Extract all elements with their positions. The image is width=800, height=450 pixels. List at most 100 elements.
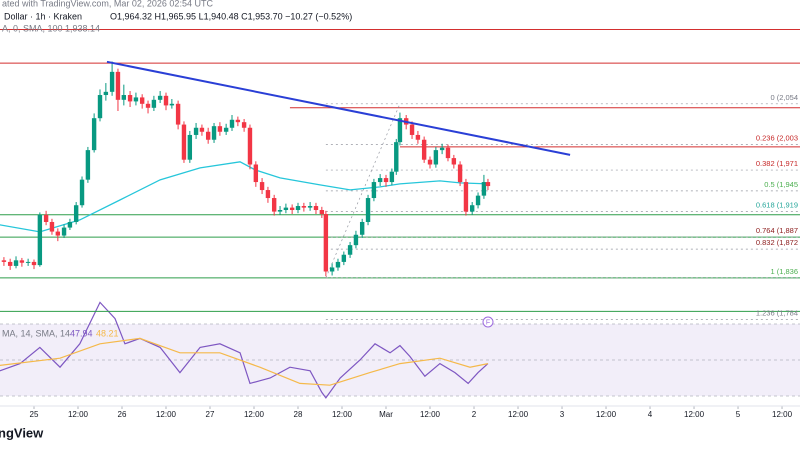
candle-body [397, 118, 403, 143]
candle-body [199, 127, 205, 132]
x-tick-label: 12:00 [772, 410, 793, 419]
candle-body [79, 179, 85, 206]
candle-body [205, 131, 211, 140]
candle-body [323, 214, 329, 272]
x-tick-label: 12:00 [244, 410, 265, 419]
candle-body [329, 267, 335, 272]
candle-body [353, 234, 359, 246]
candle-body [139, 97, 145, 104]
x-tick-label: 4 [648, 410, 653, 419]
candle-body [193, 127, 199, 135]
x-tick-label: 12:00 [420, 410, 441, 419]
candle-body [394, 142, 399, 172]
candle-body [37, 214, 43, 266]
candle-body [133, 97, 139, 102]
rsi-value: 47.94 [70, 328, 93, 338]
fib-label: 0.236 (2,003 [756, 134, 798, 143]
rsi-sma-value: 48.21 [96, 328, 119, 338]
x-tick-label: 12:00 [68, 410, 89, 419]
rsi-legend: MA, 14, SMA, 14 [2, 328, 70, 338]
candle-body [313, 206, 319, 211]
x-axis: 25 12:00 26 12:00 27 12:00 28 12:00 Mar 12:00 2 12:… [30, 406, 793, 419]
candle-body [485, 182, 491, 187]
x-tick-label: 2 [472, 410, 477, 419]
candle-body [445, 147, 451, 159]
x-tick-label: 25 [30, 410, 39, 419]
x-tick-label: 5 [736, 410, 741, 419]
ma-legend: A, 0, SMA, 100 1,938.14 [2, 23, 100, 33]
candle-body [475, 195, 481, 206]
candle-body [181, 124, 187, 160]
candle-body [169, 103, 175, 106]
x-tick-label: Mar [379, 410, 393, 419]
candle-body [335, 261, 341, 268]
watermark: ngView [0, 425, 44, 440]
candle-body [175, 103, 181, 125]
x-tick-label: 12:00 [332, 410, 353, 419]
x-tick-label: 27 [206, 410, 215, 419]
flag-letter: F [486, 319, 490, 326]
candle-body [347, 245, 353, 255]
candle-body [409, 124, 415, 135]
candle-body [469, 205, 475, 212]
candle-body [97, 95, 103, 119]
candle-body [49, 221, 55, 232]
candle-body [241, 122, 247, 128]
candle-body [211, 126, 217, 140]
fib-label: 0 (2,054 [770, 93, 798, 102]
candle-body [145, 103, 151, 108]
candle-body [271, 198, 277, 212]
candle-body [7, 261, 13, 266]
candle-body [371, 182, 377, 199]
candle-body [359, 221, 365, 235]
candle-body [341, 254, 347, 262]
fib-label: 0.5 (1,945 [764, 180, 798, 189]
candle-body [73, 205, 79, 222]
fib-label: 0.618 (1,919 [756, 201, 798, 210]
candle-body [67, 221, 73, 228]
candle-body [277, 210, 283, 212]
candle-body [247, 127, 253, 165]
candle-body [43, 214, 49, 222]
fib-diagonal [325, 103, 401, 279]
candle-body [253, 164, 259, 183]
candle-body [19, 260, 25, 263]
candle-body [307, 206, 313, 208]
candle-body [481, 182, 487, 196]
candle-body [217, 126, 223, 132]
candle-body [457, 164, 463, 183]
candle-body [121, 95, 127, 100]
candle-body [439, 147, 445, 151]
candle-body [235, 119, 241, 123]
candle-body [427, 159, 433, 165]
rsi-line [0, 301, 489, 399]
candle-body [383, 178, 389, 183]
candle-body [229, 119, 235, 128]
x-tick-label: 12:00 [596, 410, 617, 419]
candle-body [85, 150, 91, 180]
fib-label: 0.832 (1,872 [756, 238, 798, 247]
candle-body [13, 260, 19, 266]
candle-body [1, 260, 7, 262]
candle-body [31, 261, 37, 266]
candle-body [103, 91, 109, 96]
x-tick-label: 3 [560, 410, 565, 419]
candle-body [91, 118, 97, 151]
candle-body [163, 95, 169, 106]
fib-label: 1.236 (1,784 [756, 308, 798, 317]
candle-body [25, 261, 31, 263]
candle-body [283, 207, 289, 211]
fib-label: 0.764 (1,887 [756, 226, 798, 235]
candle-body [433, 150, 439, 165]
candle-body [451, 158, 457, 165]
candle-body [55, 231, 61, 236]
source: ated with TradingView.com, Mar 02, 2026 … [2, 0, 213, 8]
candle-body [151, 99, 157, 108]
candle-body [301, 206, 307, 208]
flag-icon [482, 316, 494, 328]
candle-body [109, 71, 115, 92]
price-pane: 0 (2,054 0.236 (2,003 0.382 (1,971 0.5 (1,9… [0, 29, 800, 320]
candle-body [259, 182, 265, 191]
